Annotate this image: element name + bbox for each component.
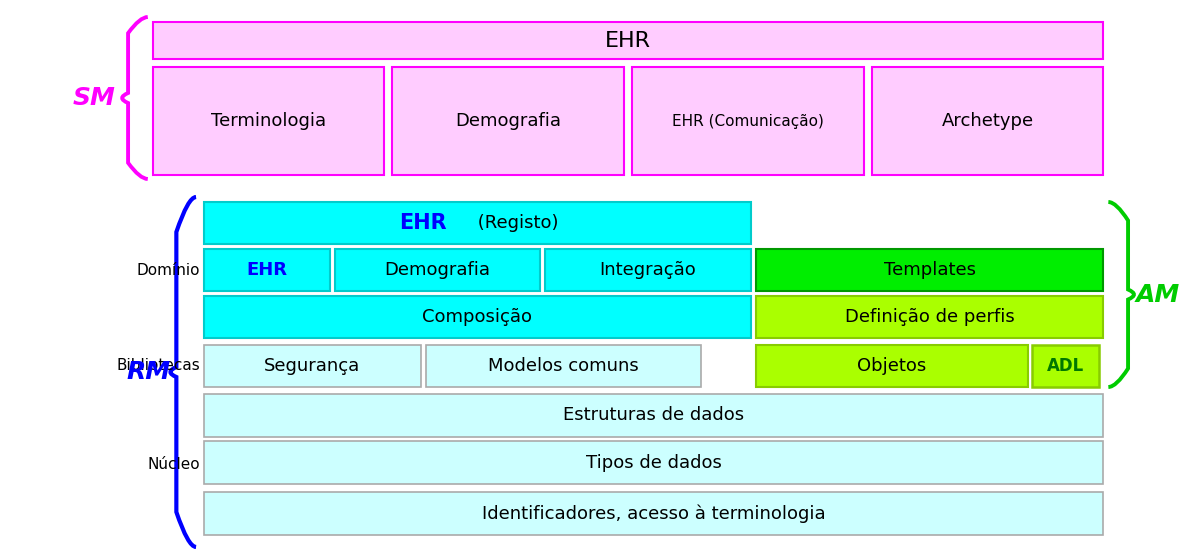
Text: Composição: Composição <box>423 308 533 326</box>
Text: Segurança: Segurança <box>265 357 360 375</box>
Text: EHR: EHR <box>247 261 287 279</box>
Text: EHR: EHR <box>399 213 446 233</box>
FancyBboxPatch shape <box>204 202 751 244</box>
Text: Integração: Integração <box>600 261 696 279</box>
Text: Objetos: Objetos <box>857 357 926 375</box>
Text: Domínio: Domínio <box>137 262 200 277</box>
FancyBboxPatch shape <box>152 22 1103 59</box>
Text: Demografia: Demografia <box>385 261 490 279</box>
Text: Demografia: Demografia <box>455 112 561 130</box>
FancyBboxPatch shape <box>392 67 624 175</box>
Text: Estruturas de dados: Estruturas de dados <box>563 407 744 424</box>
Text: Modelos comuns: Modelos comuns <box>488 357 639 375</box>
FancyBboxPatch shape <box>204 249 329 291</box>
FancyBboxPatch shape <box>204 441 1103 484</box>
FancyBboxPatch shape <box>1032 345 1098 387</box>
Text: (Registo): (Registo) <box>472 214 559 232</box>
Text: Definição de perfis: Definição de perfis <box>844 308 1014 326</box>
FancyBboxPatch shape <box>204 345 420 387</box>
Text: SM: SM <box>72 86 115 110</box>
Text: AM: AM <box>1135 282 1180 306</box>
FancyBboxPatch shape <box>756 249 1103 291</box>
Text: Identificadores, acesso à terminologia: Identificadores, acesso à terminologia <box>482 504 826 523</box>
FancyBboxPatch shape <box>204 394 1103 437</box>
Text: RM: RM <box>126 360 171 384</box>
FancyBboxPatch shape <box>204 492 1103 535</box>
Text: Terminologia: Terminologia <box>211 112 326 130</box>
Text: Bibliotecas: Bibliotecas <box>116 359 200 374</box>
Text: Archetype: Archetype <box>941 112 1033 130</box>
Text: Templates: Templates <box>883 261 976 279</box>
Text: Tipos de dados: Tipos de dados <box>586 453 722 471</box>
Text: ADL: ADL <box>1046 357 1084 375</box>
FancyBboxPatch shape <box>152 67 385 175</box>
Text: EHR (Comunicação): EHR (Comunicação) <box>672 114 824 129</box>
FancyBboxPatch shape <box>544 249 751 291</box>
FancyBboxPatch shape <box>204 296 751 338</box>
FancyBboxPatch shape <box>632 67 863 175</box>
FancyBboxPatch shape <box>756 296 1103 338</box>
FancyBboxPatch shape <box>756 345 1027 387</box>
Text: EHR: EHR <box>605 31 651 51</box>
FancyBboxPatch shape <box>872 67 1103 175</box>
Text: Núcleo: Núcleo <box>148 457 200 472</box>
FancyBboxPatch shape <box>425 345 702 387</box>
FancyBboxPatch shape <box>335 249 540 291</box>
